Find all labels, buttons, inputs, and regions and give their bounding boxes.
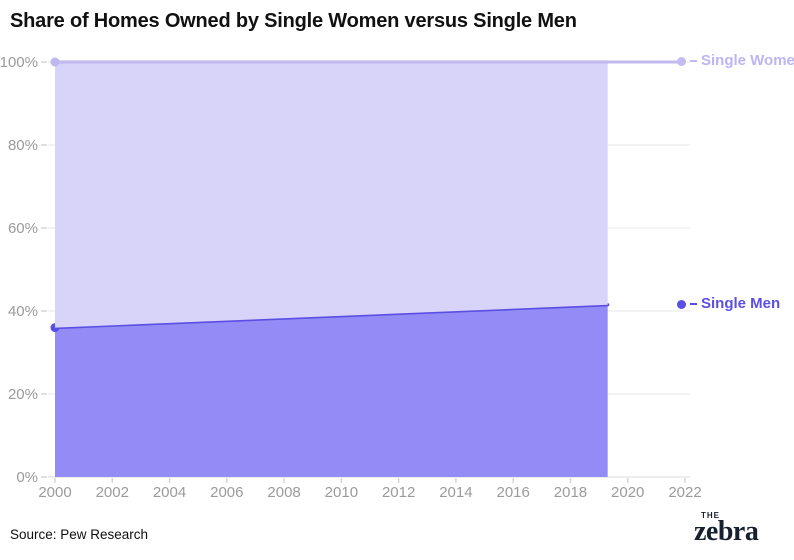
x-tick-label: 2012	[382, 484, 415, 501]
x-tick-label: 2018	[554, 484, 587, 501]
x-tick-label: 2008	[267, 484, 300, 501]
zebra-logo: THE zebra	[694, 511, 759, 547]
x-tick-label: 2016	[496, 484, 529, 501]
y-tick-label: 60%	[8, 220, 38, 237]
logo-zebra-text: zebra	[694, 516, 759, 547]
x-tick-label: 2002	[96, 484, 129, 501]
y-tick-label: 20%	[8, 386, 38, 403]
x-tick-label: 2014	[439, 484, 472, 501]
start-dot-single-women	[50, 57, 60, 67]
single-men-dot-icon	[677, 299, 686, 309]
area-single-women	[55, 62, 608, 328]
x-tick-label: 2004	[153, 484, 186, 501]
series-label-single-women: Single Women	[677, 52, 794, 70]
x-tick-label: 2006	[210, 484, 243, 501]
x-tick-label: 2000	[38, 484, 71, 501]
x-tick-label: 2010	[325, 484, 358, 501]
source-note: Source: Pew Research	[10, 527, 149, 542]
single-women-dash-icon	[690, 60, 697, 62]
series-label-text: Single Women	[701, 52, 794, 69]
y-tick-label: 40%	[8, 303, 38, 320]
single-men-dash-icon	[690, 303, 697, 305]
x-tick-label: 2022	[668, 484, 701, 501]
area-single-men	[55, 304, 608, 477]
x-tick-label: 2020	[611, 484, 644, 501]
y-tick-label: 0%	[16, 469, 38, 486]
chart-title: Share of Homes Owned by Single Women ver…	[10, 10, 577, 32]
y-tick-label: 100%	[0, 54, 38, 71]
y-tick-label: 80%	[8, 137, 38, 154]
logo-the-text: THE	[701, 511, 720, 520]
single-women-dot-icon	[677, 56, 686, 66]
series-label-single-men: Single Men	[677, 295, 780, 313]
series-label-text: Single Men	[701, 295, 781, 312]
